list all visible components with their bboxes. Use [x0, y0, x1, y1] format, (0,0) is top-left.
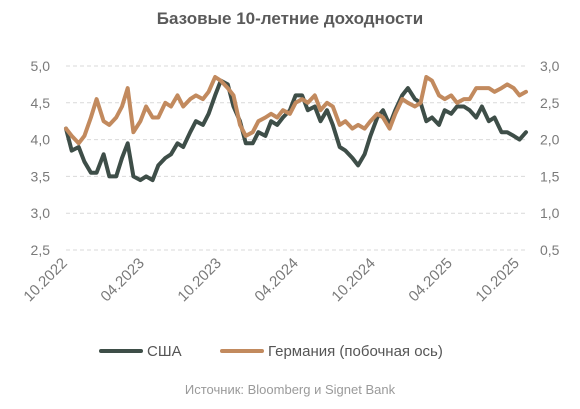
left-tick-label: 2,5: [31, 242, 51, 258]
x-axis: 10.2022 04.2023 10.2023 04.2024 10.2024 04.20…: [20, 255, 522, 305]
right-tick-label: 3,0: [540, 58, 560, 74]
x-tick-label: 04.2023: [97, 255, 147, 305]
right-tick-label: 1,0: [540, 205, 560, 221]
right-tick-label: 1,5: [540, 168, 560, 184]
chart-title: Базовые 10-летние доходности: [157, 9, 423, 28]
series-line-usa: [64, 78, 528, 183]
x-tick-label: 10.2023: [174, 255, 224, 305]
legend: США Германия (побочная ось): [99, 343, 443, 360]
x-tick-label: 10.2025: [472, 255, 522, 305]
right-tick-label: 0,5: [540, 242, 560, 258]
x-tick-label: 10.2022: [20, 255, 70, 305]
legend-item-usa-label: США: [147, 343, 182, 360]
right-tick-label: 2,5: [540, 95, 560, 111]
x-tick-label: 10.2024: [328, 255, 378, 305]
left-y-axis: 2,5 3,0 3,5 4,0 4,5 5,0: [31, 58, 51, 258]
left-tick-label: 4,0: [31, 132, 51, 148]
x-tick-label: 04.2025: [405, 255, 455, 305]
right-tick-label: 2,0: [540, 132, 560, 148]
series-lines: [64, 75, 528, 183]
right-y-axis: 0,5 1,0 1,5 2,0 2,5 3,0: [540, 58, 560, 258]
series-line-germany: [64, 75, 528, 146]
left-tick-label: 3,0: [31, 205, 51, 221]
left-tick-label: 3,5: [31, 168, 51, 184]
left-tick-label: 4,5: [31, 95, 51, 111]
source-note: Источник: Bloomberg и Signet Bank: [185, 382, 396, 397]
legend-item-germany-label: Германия (побочная ось): [268, 343, 443, 360]
left-tick-label: 5,0: [31, 58, 51, 74]
x-tick-label: 04.2024: [251, 255, 301, 305]
